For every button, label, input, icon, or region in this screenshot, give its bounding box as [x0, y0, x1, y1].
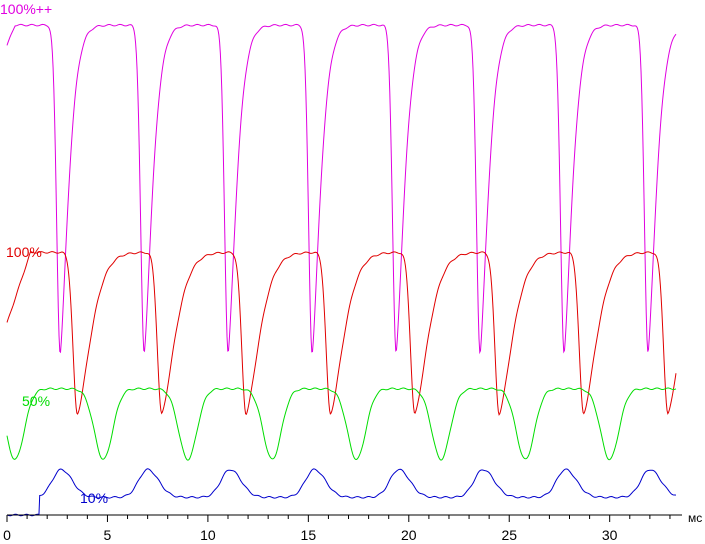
x-tick-label: 0: [3, 527, 11, 543]
series-label-3: 10%: [80, 490, 108, 506]
series-label-0: 100%++: [0, 1, 52, 17]
series-label-1: 100%: [6, 244, 42, 260]
series-line-0: [6, 23, 677, 355]
series-label-layer: 100%++ 100% 50% 10%: [0, 1, 108, 506]
series-label-2: 50%: [22, 393, 50, 409]
x-axis: 0 5 10 15 20 25 30 мс: [3, 511, 702, 543]
x-tick-label: 20: [401, 527, 417, 543]
x-tick-label: 10: [200, 527, 216, 543]
x-tick-label: 15: [301, 527, 317, 543]
x-unit-label: мс: [688, 511, 702, 525]
series-layer: [6, 23, 677, 517]
series-line-2: [6, 387, 677, 461]
x-tick-label: 5: [104, 527, 112, 543]
series-line-1: [6, 251, 677, 416]
series-line-3: [6, 468, 677, 517]
x-tick-label: 25: [501, 527, 517, 543]
x-tick-label: 30: [602, 527, 618, 543]
